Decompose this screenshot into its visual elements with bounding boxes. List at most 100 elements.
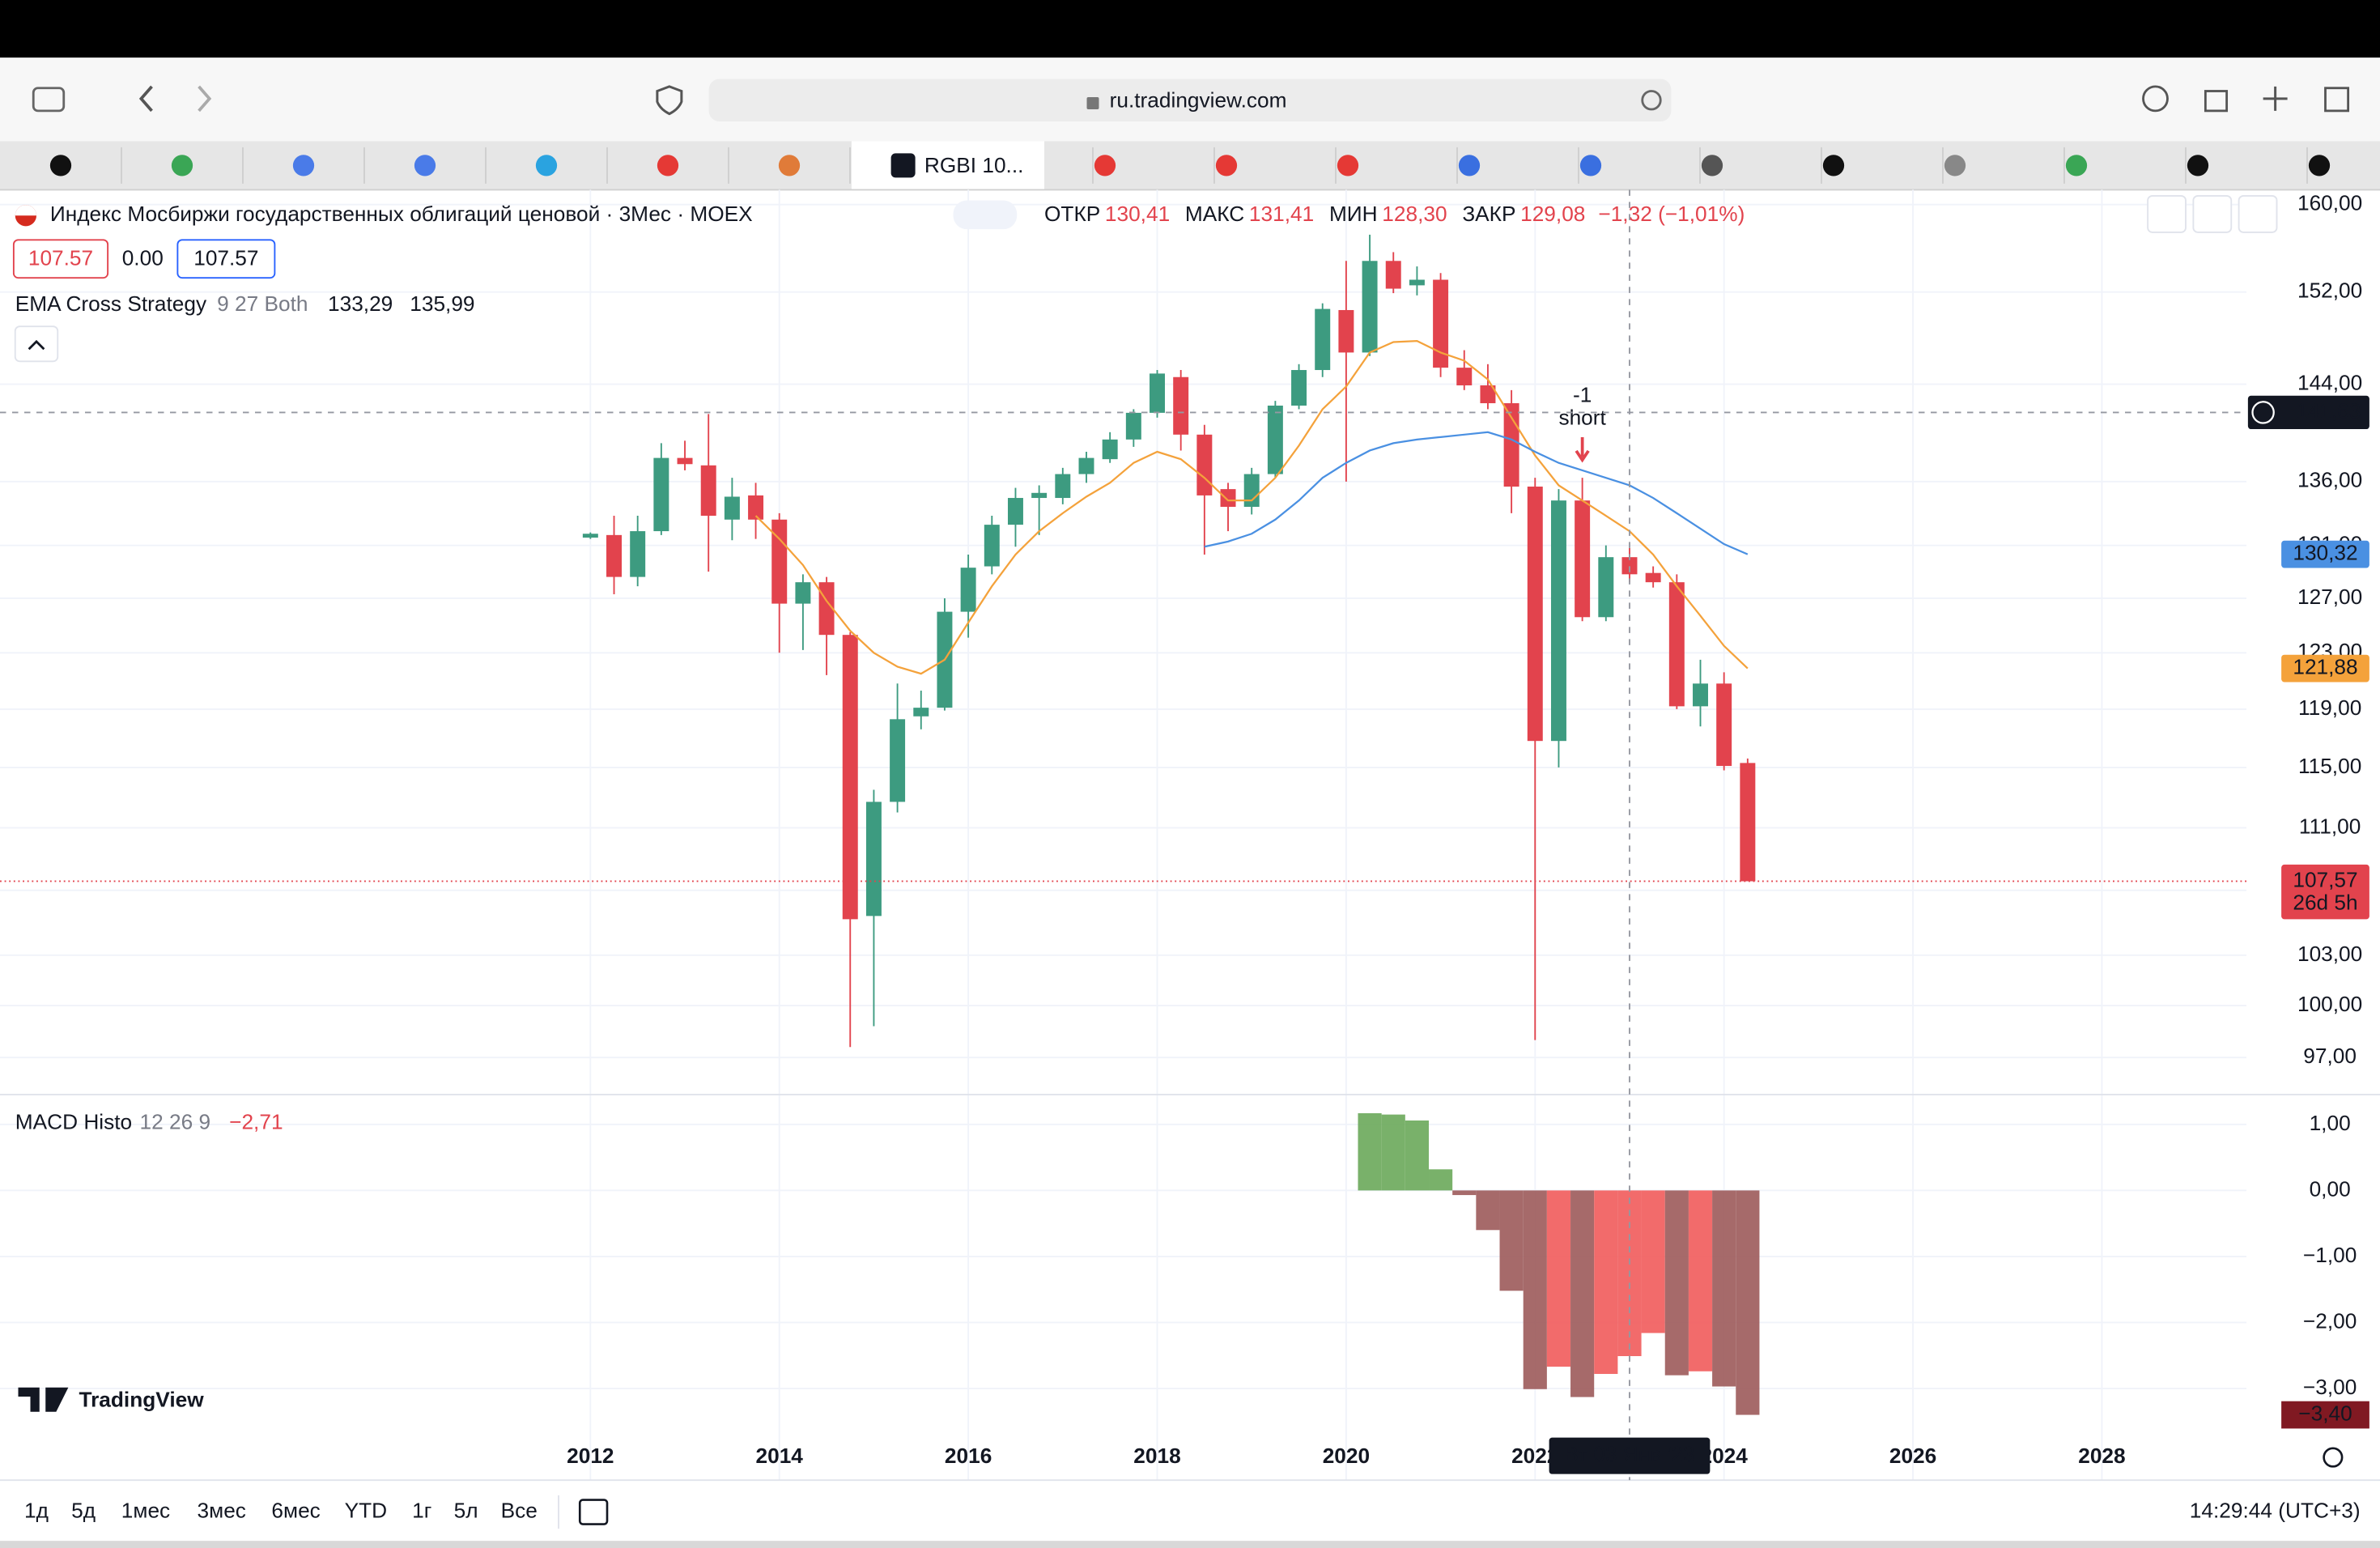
candle-body bbox=[1409, 279, 1425, 286]
downloads-button[interactable] bbox=[2142, 85, 2169, 113]
candle-body bbox=[1196, 434, 1213, 495]
forward-button[interactable] bbox=[198, 85, 212, 113]
pane-button[interactable] bbox=[2192, 194, 2233, 233]
y-tick-label: 111,00 bbox=[2299, 814, 2361, 838]
tab-icon bbox=[414, 155, 436, 176]
candle-body bbox=[1173, 376, 1189, 435]
x-tick-label: 2012 bbox=[567, 1444, 614, 1468]
url-field[interactable] bbox=[708, 79, 1672, 122]
tab-icon bbox=[1822, 155, 1845, 176]
ohlc-value: 128,30 bbox=[1382, 202, 1447, 226]
candle-body bbox=[1078, 457, 1094, 474]
tabs-overview-button[interactable] bbox=[2324, 87, 2350, 113]
candle-body bbox=[1433, 279, 1449, 368]
tab-icon bbox=[890, 153, 916, 178]
range-button[interactable]: 3мес bbox=[198, 1498, 246, 1522]
tab-icon bbox=[2187, 155, 2209, 176]
y-tick-label: 100,00 bbox=[2297, 992, 2362, 1016]
tab-icon bbox=[1944, 155, 1966, 176]
candle-body bbox=[1150, 373, 1165, 413]
x-tick-label: 2026 bbox=[1889, 1444, 1936, 1468]
y-tick-label: 97,00 bbox=[2303, 1044, 2357, 1068]
macd-tick-label: −3,00 bbox=[2303, 1375, 2357, 1399]
back-button[interactable] bbox=[138, 85, 153, 113]
pane-button[interactable] bbox=[2147, 194, 2187, 233]
candle-body bbox=[1716, 683, 1732, 767]
pane-button[interactable] bbox=[2238, 194, 2278, 233]
footer bbox=[0, 1482, 2380, 1542]
candle-body bbox=[795, 582, 811, 604]
active-tab-title: RGBI 10... bbox=[924, 153, 1024, 177]
candle-body bbox=[1315, 308, 1331, 371]
macd-bar bbox=[1358, 1112, 1382, 1191]
candle-body bbox=[606, 534, 622, 577]
macd-title: MACD Histo bbox=[15, 1109, 132, 1133]
range-button[interactable]: 5д bbox=[71, 1498, 96, 1522]
candle-body bbox=[1598, 557, 1614, 618]
ask-box[interactable] bbox=[176, 239, 276, 279]
active-tab[interactable] bbox=[851, 141, 1044, 190]
candle-body bbox=[1362, 261, 1378, 353]
bid-box[interactable] bbox=[12, 239, 109, 279]
collapse-button[interactable] bbox=[14, 325, 59, 363]
range-button[interactable]: 1мес bbox=[121, 1498, 170, 1522]
share-button[interactable] bbox=[2204, 90, 2229, 113]
ohlc-label: ЗАКР bbox=[1462, 202, 1515, 226]
macd-bar bbox=[1570, 1190, 1595, 1397]
candle-body bbox=[653, 457, 669, 532]
tab-icon bbox=[1579, 155, 1602, 176]
candle-body bbox=[677, 457, 693, 465]
reload-button[interactable] bbox=[1641, 90, 1662, 111]
calendar-button[interactable] bbox=[578, 1499, 609, 1525]
tab-icon bbox=[49, 155, 72, 176]
candle-body bbox=[842, 635, 858, 920]
close-label-box bbox=[2281, 864, 2369, 920]
signal-arrow bbox=[1575, 437, 1590, 463]
range-button[interactable]: 1г bbox=[412, 1498, 431, 1522]
shield-icon[interactable] bbox=[656, 85, 683, 116]
macd-bar bbox=[1499, 1190, 1524, 1291]
macd-bar bbox=[1688, 1190, 1713, 1372]
macd-bar bbox=[1736, 1190, 1760, 1415]
candle-body bbox=[1527, 487, 1543, 742]
candle-body bbox=[1055, 474, 1071, 499]
candle-body bbox=[913, 708, 929, 717]
logo-icon bbox=[18, 1387, 69, 1412]
ema-label-box bbox=[2281, 654, 2369, 683]
badge[interactable] bbox=[953, 200, 1018, 230]
strategy-slow: 135,99 bbox=[410, 291, 474, 316]
macd-bar bbox=[1641, 1190, 1665, 1333]
macd-bar bbox=[1712, 1190, 1736, 1387]
flag-icon-top bbox=[15, 205, 36, 216]
candle-body bbox=[890, 719, 906, 802]
y-tick-label: 136,00 bbox=[2297, 468, 2362, 492]
chart-title: Индекс Мосбиржи государственных облигаци… bbox=[50, 202, 753, 226]
candle-body bbox=[1243, 474, 1260, 508]
sidebar-button[interactable] bbox=[32, 87, 66, 113]
candle-body bbox=[984, 525, 1000, 567]
range-button[interactable]: Все bbox=[501, 1498, 538, 1522]
candle-body bbox=[1503, 403, 1519, 487]
countdown: 26d 5h bbox=[2293, 891, 2357, 915]
candle-body bbox=[1031, 492, 1048, 499]
range-button[interactable]: 6мес bbox=[271, 1498, 320, 1522]
ema-line bbox=[754, 339, 1749, 675]
bid: 107.57 bbox=[28, 246, 93, 270]
settings-button[interactable] bbox=[2323, 1447, 2344, 1468]
ohlc-value: 131,41 bbox=[1249, 202, 1314, 226]
y-tick-label: 103,00 bbox=[2297, 942, 2362, 966]
tab-icon bbox=[1701, 155, 1723, 176]
range-button[interactable]: 5л bbox=[454, 1498, 478, 1522]
spread: 0.00 bbox=[122, 246, 164, 270]
new-tab-button[interactable] bbox=[2263, 86, 2288, 111]
candle-body bbox=[1480, 385, 1496, 404]
macd-tick-label: −2,00 bbox=[2303, 1308, 2357, 1333]
macd-bar bbox=[1546, 1190, 1571, 1367]
candle-body bbox=[1007, 498, 1023, 525]
range-button[interactable]: 1д bbox=[24, 1498, 49, 1522]
macd-value: −2,71 bbox=[229, 1109, 283, 1133]
ohlc-value: 129,08 bbox=[1520, 202, 1585, 226]
range-button[interactable]: YTD bbox=[345, 1498, 387, 1522]
strategy-params: 9 27 Both bbox=[217, 291, 308, 316]
